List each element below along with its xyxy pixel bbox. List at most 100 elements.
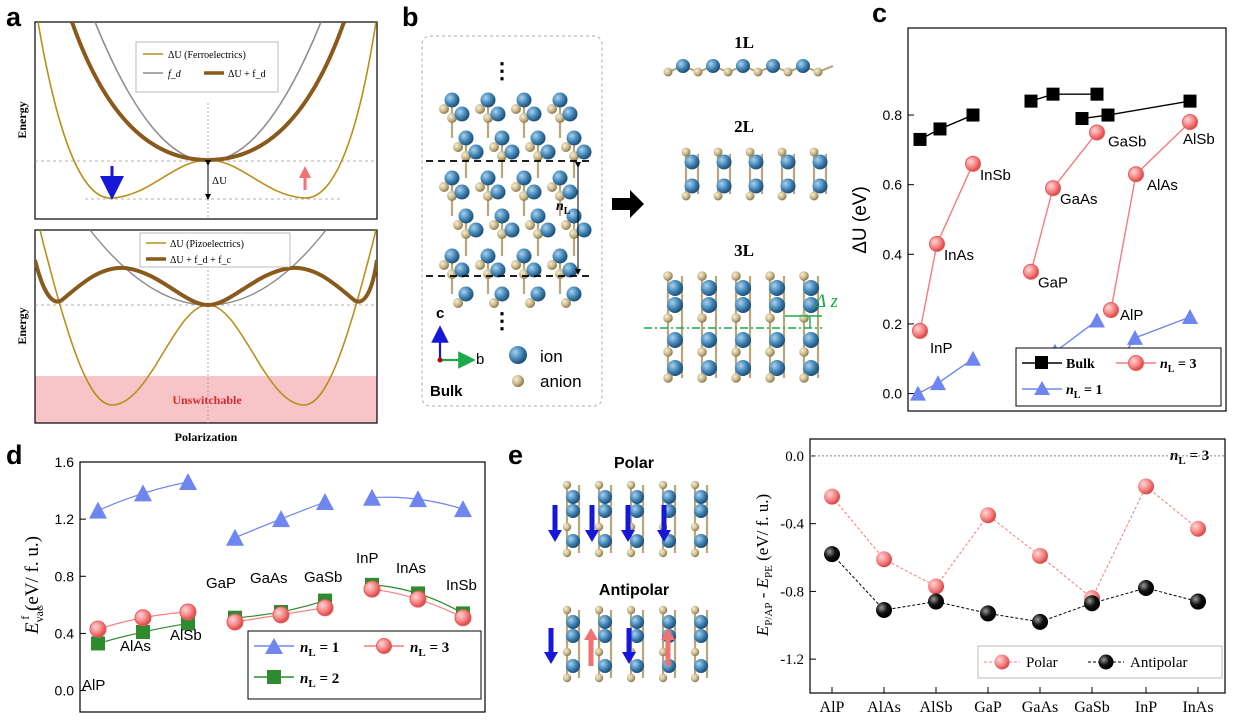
- point-AlSb: [179, 603, 197, 621]
- anion-atom: [731, 271, 741, 281]
- panel-d-ylabel: Evacf (eV/ f. u.): [18, 536, 46, 635]
- point-InSb: [966, 108, 980, 122]
- down-arrow-icon: [544, 652, 558, 664]
- ion-atom: [706, 59, 720, 73]
- anion-legend-label: anion: [540, 372, 582, 391]
- point-InAs: [409, 590, 427, 608]
- legend-polar-marker: [994, 654, 1010, 670]
- point-InAs: [409, 490, 427, 508]
- ion-atom: [598, 490, 612, 504]
- anion-atom: [525, 142, 535, 152]
- ion-atom: [576, 222, 592, 238]
- point-GaAs: [1032, 547, 1048, 564]
- curve-du-fd-fc: [35, 259, 377, 308]
- ion-atom: [748, 178, 764, 194]
- point-AlAs: [136, 625, 150, 639]
- anion-atom: [439, 182, 449, 192]
- anion-legend-icon: [512, 375, 524, 387]
- point-InSb: [965, 350, 981, 366]
- anion-atom: [519, 113, 529, 123]
- point-AlAs: [876, 602, 892, 619]
- point-label-AlAs: AlAs: [1147, 177, 1178, 194]
- bulk-ellipsis-bottom: ⋮: [491, 308, 513, 333]
- ion-atom: [769, 297, 785, 313]
- ion-atom: [735, 332, 751, 348]
- panel-a-xlabel: Polarization: [175, 430, 238, 444]
- ion-atom: [598, 504, 612, 518]
- anion-atom: [626, 605, 636, 615]
- ion-atom: [694, 504, 708, 518]
- anion-atom: [519, 191, 529, 201]
- anion-atom: [697, 271, 707, 281]
- down-arrow-icon: [585, 530, 599, 542]
- point-label-AlSb: AlSb: [170, 627, 202, 644]
- ion-atom: [540, 222, 556, 238]
- ion-atom: [684, 154, 700, 170]
- y-tick-label: -0.4: [780, 517, 804, 533]
- point-GaP: [980, 507, 996, 524]
- anion-atom: [461, 151, 471, 161]
- point-label-InAs: InAs: [396, 560, 426, 577]
- ion-atom: [458, 286, 474, 302]
- point-AlAs: [1101, 108, 1115, 122]
- point-AlAs: [1128, 166, 1144, 183]
- anion-atom: [690, 480, 700, 490]
- ion-atom: [566, 490, 580, 504]
- legend-antipolar-marker: [1098, 654, 1114, 670]
- legend-d-n3-marker: [376, 638, 392, 654]
- panel-label-a: a: [6, 2, 22, 32]
- anion-atom: [461, 229, 471, 239]
- ion-atom: [504, 144, 520, 160]
- anion-atom: [626, 480, 636, 490]
- up-arrow-icon: [584, 628, 598, 640]
- anion-atom: [489, 220, 499, 230]
- ion-atom: [701, 297, 717, 313]
- x-tick-label: AlSb: [920, 699, 953, 716]
- point-AlSb: [928, 578, 944, 595]
- legend-d-n2: nL = 2: [300, 671, 339, 690]
- ion-atom: [694, 534, 708, 548]
- ion-atom: [566, 629, 580, 643]
- x-tick-label: InAs: [1182, 699, 1213, 716]
- x-tick-label: InP: [1135, 699, 1157, 716]
- point-GaAs: [272, 606, 290, 624]
- legend-n3-marker: [1128, 355, 1144, 371]
- anion-atom: [658, 647, 668, 657]
- anion-atom: [511, 182, 521, 192]
- anion-atom: [731, 313, 741, 323]
- y-tick-label: 1.6: [55, 454, 75, 470]
- anion-atom: [799, 347, 809, 357]
- anion-atom: [777, 191, 787, 201]
- point-InSb: [965, 155, 981, 172]
- point-GaSb: [1089, 312, 1105, 328]
- anion-atom: [693, 67, 703, 77]
- point-label-InSb: InSb: [446, 577, 477, 594]
- ion-atom: [494, 130, 510, 146]
- point-GaSb: [316, 599, 334, 617]
- ion-atom: [454, 262, 470, 278]
- polar-title: Polar: [614, 455, 654, 472]
- point-GaP: [226, 613, 244, 631]
- anion-atom: [658, 605, 668, 615]
- bulk-frame: [421, 35, 603, 407]
- point-InP: [910, 385, 926, 401]
- ion-atom: [803, 280, 819, 296]
- panel-label-e: e: [508, 440, 523, 470]
- anion-atom: [765, 347, 775, 357]
- point-GaAs: [272, 510, 290, 528]
- ion-atom: [735, 297, 751, 313]
- anion-atom: [483, 191, 493, 201]
- ion-atom: [630, 629, 644, 643]
- point-label-GaP: GaP: [1038, 275, 1068, 292]
- anion-atom: [723, 67, 733, 77]
- dz-label: Δ z: [814, 291, 839, 312]
- anion-atom: [626, 548, 636, 558]
- legend-fd: f_d: [168, 69, 182, 80]
- ion-atom: [540, 144, 556, 160]
- ion-atom: [701, 280, 717, 296]
- anion-atom: [547, 182, 557, 192]
- ion-atom: [566, 286, 582, 302]
- anion-atom: [555, 113, 565, 123]
- ion-atom: [598, 615, 612, 629]
- point-label-GaSb: GaSb: [1108, 133, 1146, 150]
